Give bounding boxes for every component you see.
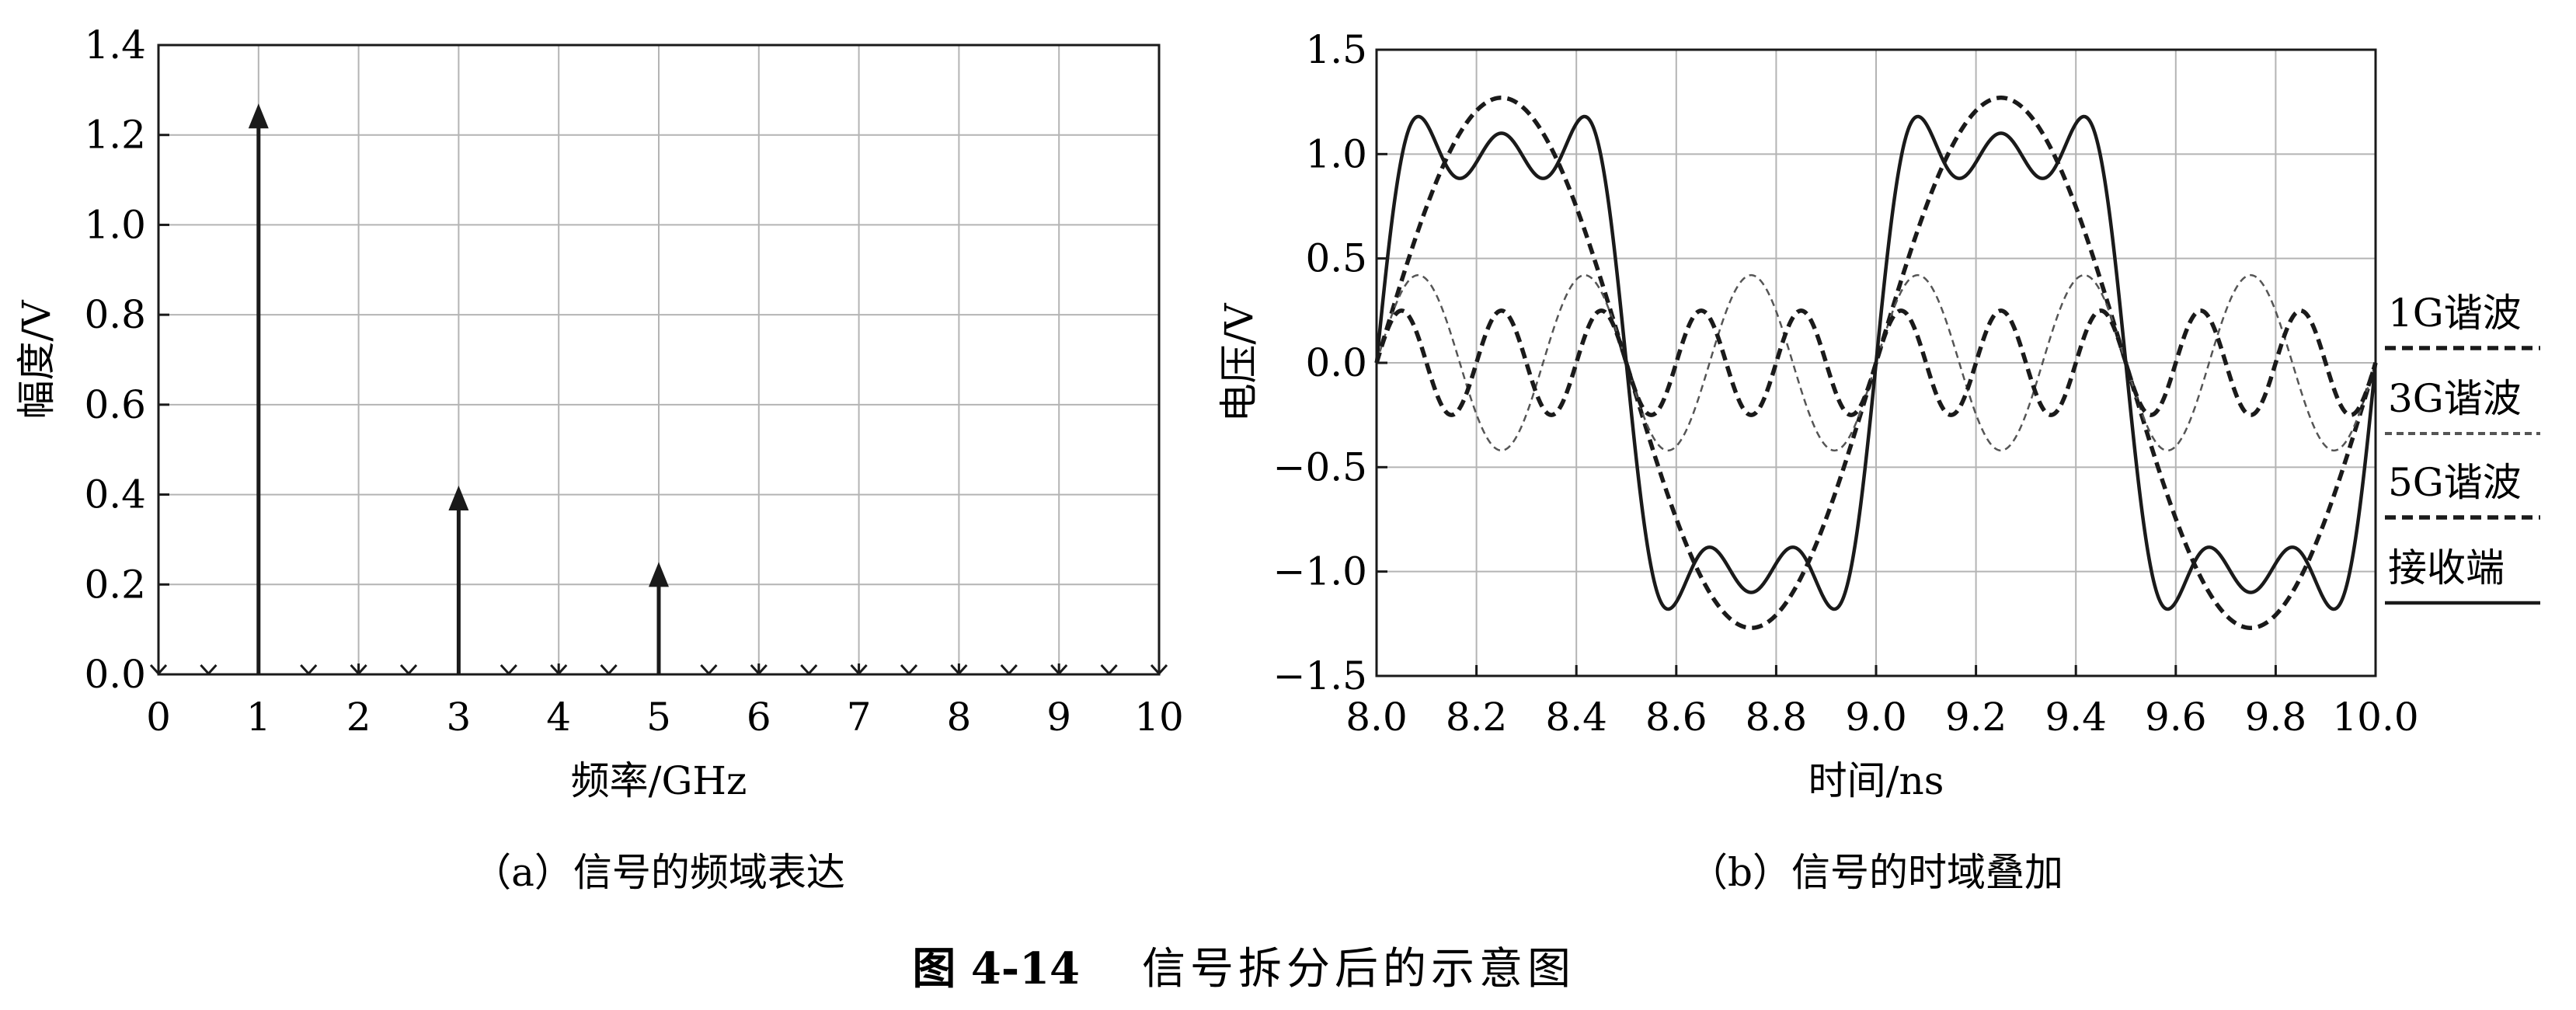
chart-b-x-axis-label: 时间/ns bbox=[1808, 758, 1944, 803]
zero-marker bbox=[600, 663, 618, 676]
y-tick-label: 0.6 bbox=[84, 382, 146, 427]
x-tick-label: 4 bbox=[546, 695, 571, 740]
frequency-domain-chart: 0 1 2 3 4 5 6 7 8 9 10 0.0 0.2 0.4 0.6 0.8 1.0 1.2 1.4 频率… bbox=[14, 23, 1184, 895]
y-tick-label: 0.0 bbox=[84, 652, 146, 697]
x-tick-label: 7 bbox=[847, 695, 872, 740]
legend-label: 5G谐波 bbox=[2388, 460, 2522, 505]
zero-marker bbox=[1000, 663, 1018, 676]
x-tick-label: 8.6 bbox=[1645, 695, 1707, 740]
y-tick-label: 1.0 bbox=[1305, 131, 1367, 176]
y-tick-label: 0.0 bbox=[1305, 340, 1367, 385]
zero-marker bbox=[1100, 663, 1118, 676]
series-line-1 bbox=[1375, 273, 2377, 452]
x-tick-label: 3 bbox=[446, 695, 471, 740]
x-tick-label: 6 bbox=[747, 695, 771, 740]
y-tick-label: 0.5 bbox=[1305, 236, 1367, 281]
y-tick-label: −1.5 bbox=[1273, 653, 1367, 698]
y-tick-label: 1.5 bbox=[1305, 27, 1367, 72]
chart-a-subcaption: （a）信号的频域表达 bbox=[472, 850, 845, 895]
x-tick-label: 10 bbox=[1134, 695, 1184, 740]
x-tick-label: 8.4 bbox=[1545, 695, 1607, 740]
zero-marker bbox=[800, 663, 818, 676]
zero-marker bbox=[500, 663, 517, 676]
x-tick-label: 8 bbox=[946, 695, 971, 740]
stem-arrowhead bbox=[649, 562, 669, 587]
x-tick-label: 9.2 bbox=[1945, 695, 2007, 740]
time-domain-chart: 8.0 8.2 8.4 8.6 8.8 9.0 9.2 9.4 9.6 9.8 10.0 1.51.… bbox=[1217, 27, 2540, 895]
legend-label: 3G谐波 bbox=[2388, 376, 2522, 421]
stem-arrowhead bbox=[448, 486, 469, 510]
chart-a-x-tick-labels: 0 1 2 3 4 5 6 7 8 9 10 bbox=[146, 663, 1184, 740]
chart-b-y-tick-labels: 1.5 1.0 0.5 0.0 −0.5 −1.0 −1.5 bbox=[1273, 27, 1387, 698]
x-tick-label: 8.8 bbox=[1746, 695, 1808, 740]
legend-label: 接收端 bbox=[2388, 545, 2505, 590]
chart-b-x-tick-labels: 8.0 8.2 8.4 8.6 8.8 9.0 9.2 9.4 9.6 9.8 10.0 bbox=[1345, 665, 2419, 740]
y-tick-label: 0.8 bbox=[84, 292, 146, 337]
x-tick-label: 9 bbox=[1046, 695, 1071, 740]
x-tick-label: 9.6 bbox=[2145, 695, 2207, 740]
chart-b-series bbox=[1374, 96, 2378, 630]
chart-b-y-axis-label: 电压/V bbox=[1217, 303, 1262, 423]
zero-marker bbox=[900, 663, 918, 676]
chart-a-y-axis-label: 幅度/V bbox=[14, 300, 59, 420]
legend-label: 1G谐波 bbox=[2388, 291, 2522, 336]
y-tick-label: −0.5 bbox=[1273, 444, 1367, 489]
x-tick-label: 9.0 bbox=[1845, 695, 1907, 740]
chart-a-x-axis-label: 频率/GHz bbox=[571, 758, 747, 803]
x-tick-label: 8.2 bbox=[1446, 695, 1508, 740]
x-tick-label: 9.8 bbox=[2245, 695, 2307, 740]
zero-marker bbox=[200, 663, 218, 676]
x-tick-label: 1 bbox=[246, 695, 271, 740]
x-tick-label: 10.0 bbox=[2332, 695, 2418, 740]
y-tick-label: 0.2 bbox=[84, 562, 146, 607]
figure-caption-text: 信号拆分后的示意图 bbox=[1142, 944, 1575, 994]
stem-arrowhead bbox=[248, 103, 269, 129]
x-tick-label: 5 bbox=[646, 695, 671, 740]
zero-marker bbox=[399, 663, 418, 676]
chart-a-y-tick-labels: 0.0 0.2 0.4 0.6 0.8 1.0 1.2 1.4 bbox=[84, 23, 169, 697]
x-tick-label: 8.0 bbox=[1345, 695, 1408, 740]
x-tick-label: 9.4 bbox=[2045, 695, 2107, 740]
figure-caption: 图 4-14 信号拆分后的示意图 bbox=[912, 943, 1575, 994]
chart-b-subcaption: （b）信号的时域叠加 bbox=[1689, 850, 2063, 895]
y-tick-label: 1.0 bbox=[84, 202, 146, 247]
y-tick-label: −1.0 bbox=[1273, 549, 1367, 594]
x-tick-label: 2 bbox=[346, 695, 371, 740]
series-line-3 bbox=[1374, 114, 2378, 611]
y-tick-label: 0.4 bbox=[84, 472, 146, 517]
y-tick-label: 1.4 bbox=[84, 23, 146, 68]
zero-marker bbox=[300, 663, 318, 676]
x-tick-label: 0 bbox=[146, 695, 171, 740]
figure-caption-number: 图 4-14 bbox=[912, 943, 1080, 994]
zero-marker bbox=[700, 663, 718, 676]
y-tick-label: 1.2 bbox=[84, 113, 146, 158]
